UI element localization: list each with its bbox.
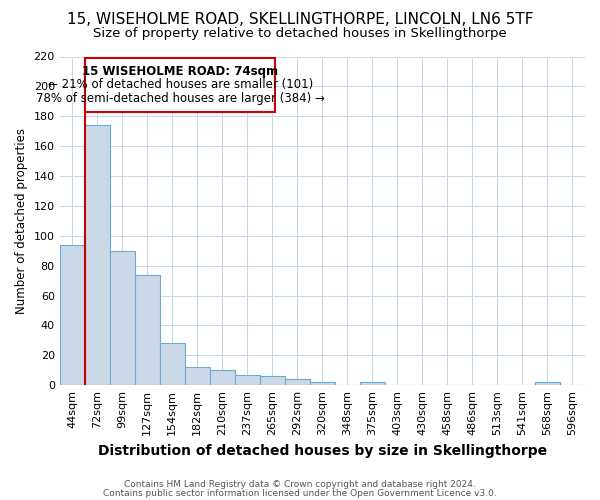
Bar — [285, 379, 310, 385]
Bar — [110, 250, 135, 385]
Text: 15, WISEHOLME ROAD, SKELLINGTHORPE, LINCOLN, LN6 5TF: 15, WISEHOLME ROAD, SKELLINGTHORPE, LINC… — [67, 12, 533, 28]
Bar — [260, 376, 285, 385]
Bar — [210, 370, 235, 385]
Bar — [360, 382, 385, 385]
Bar — [160, 344, 185, 385]
Bar — [85, 125, 110, 385]
Text: Size of property relative to detached houses in Skellingthorpe: Size of property relative to detached ho… — [93, 28, 507, 40]
Text: Contains public sector information licensed under the Open Government Licence v3: Contains public sector information licen… — [103, 488, 497, 498]
Text: Contains HM Land Registry data © Crown copyright and database right 2024.: Contains HM Land Registry data © Crown c… — [124, 480, 476, 489]
Bar — [310, 382, 335, 385]
Text: 15 WISEHOLME ROAD: 74sqm: 15 WISEHOLME ROAD: 74sqm — [82, 65, 278, 78]
Y-axis label: Number of detached properties: Number of detached properties — [15, 128, 28, 314]
Bar — [59, 244, 85, 385]
Bar — [535, 382, 560, 385]
Bar — [235, 374, 260, 385]
FancyBboxPatch shape — [85, 58, 275, 112]
Text: ← 21% of detached houses are smaller (101): ← 21% of detached houses are smaller (10… — [47, 78, 313, 92]
Bar — [135, 274, 160, 385]
X-axis label: Distribution of detached houses by size in Skellingthorpe: Distribution of detached houses by size … — [98, 444, 547, 458]
Bar — [185, 368, 210, 385]
Text: 78% of semi-detached houses are larger (384) →: 78% of semi-detached houses are larger (… — [36, 92, 325, 105]
